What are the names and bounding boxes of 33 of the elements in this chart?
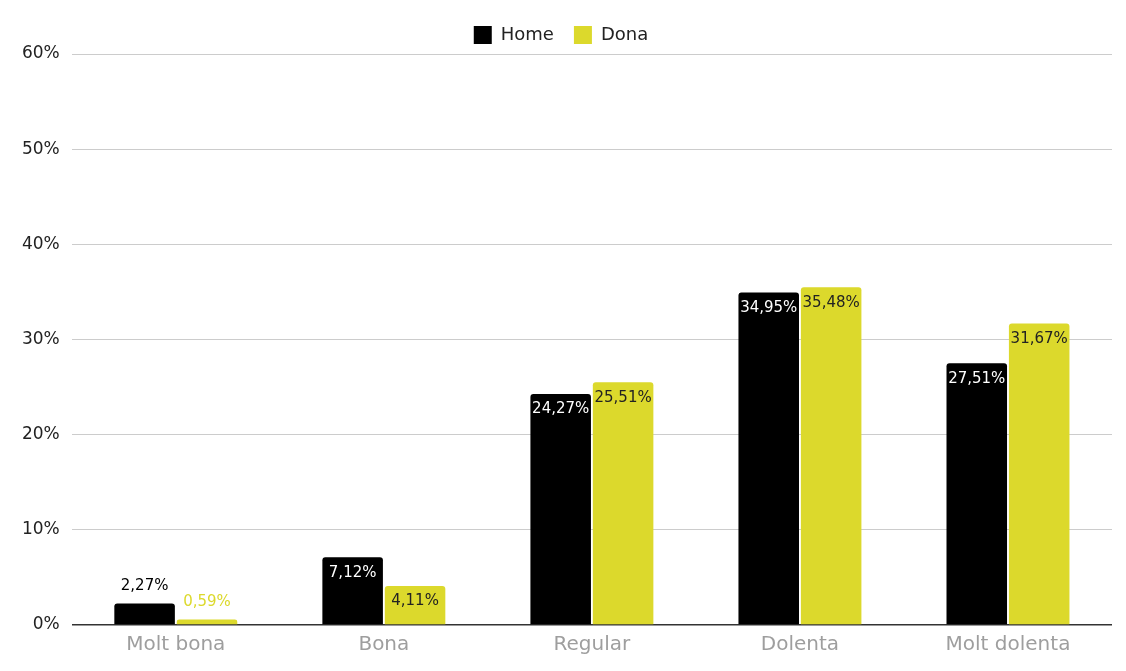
x-tick-label: Dolenta [760, 631, 840, 656]
bar [592, 382, 654, 625]
data-label: 0,59% [183, 591, 231, 610]
legend-label: Home [500, 22, 554, 44]
data-label: 31,67% [1010, 329, 1068, 347]
data-label: 27,51% [948, 368, 1006, 387]
y-tick-label: 40% [21, 232, 60, 253]
bar [322, 557, 383, 625]
legend-label: Dona [600, 22, 649, 44]
x-tick-label: Bona [358, 631, 410, 656]
x-tick-label: Molt bona [126, 631, 226, 656]
data-label: 4,11% [391, 591, 439, 610]
bar [176, 619, 238, 625]
data-label: 35,48% [802, 292, 860, 311]
y-tick-label: 50% [21, 137, 60, 158]
bar [114, 603, 175, 625]
data-label: 7,12% [328, 562, 377, 581]
data-label: 2,27% [120, 575, 169, 594]
y-tick-label: 20% [21, 423, 60, 444]
bar [738, 292, 799, 625]
bar [800, 287, 862, 625]
bar [946, 363, 1008, 625]
bar [530, 394, 591, 625]
y-tick-label: 60% [21, 42, 60, 63]
y-tick-label: 0% [32, 613, 60, 634]
data-label: 24,27% [532, 399, 590, 418]
x-tick-label: Regular [553, 631, 632, 656]
data-label: 34,95% [740, 297, 798, 316]
y-tick-label: 10% [21, 518, 60, 539]
bar [1008, 323, 1070, 625]
data-label: 25,51% [594, 387, 652, 406]
x-tick-label: Molt dolenta [945, 631, 1071, 656]
y-tick-label: 30% [21, 327, 60, 348]
